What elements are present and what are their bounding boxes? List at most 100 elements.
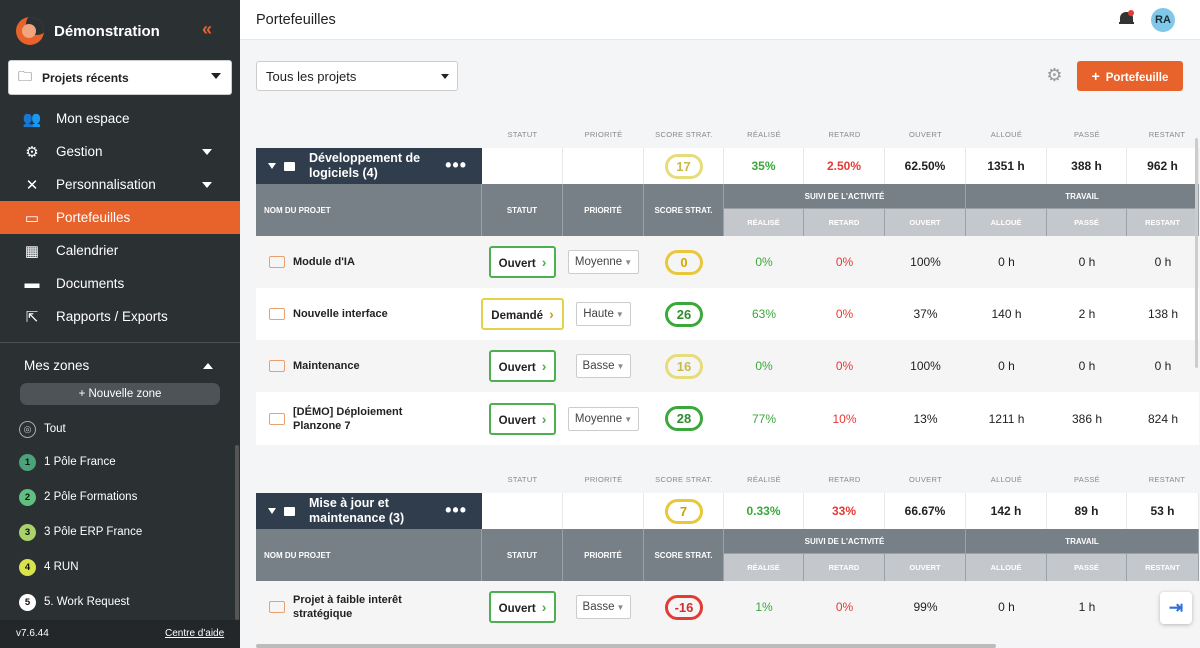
- projects-filter-select[interactable]: Tous les projets: [256, 61, 458, 91]
- retard-cell: 0%: [835, 255, 854, 269]
- col-ouvert[interactable]: OUVERT: [885, 554, 966, 581]
- col-statut[interactable]: STATUT: [482, 184, 563, 236]
- sidebar-item-personnalisation[interactable]: ✕ Personnalisation: [0, 168, 240, 201]
- sidebar-item-calendrier[interactable]: ▦ Calendrier: [0, 234, 240, 267]
- folder-icon: [269, 256, 285, 268]
- col-score[interactable]: SCORE STRAT.: [644, 529, 724, 581]
- status-button[interactable]: Ouvert ›: [488, 591, 557, 623]
- score-badge: 0: [665, 249, 703, 275]
- col-restant[interactable]: RESTANT: [1127, 554, 1199, 581]
- chevron-up-icon[interactable]: [203, 363, 213, 369]
- caret-down-icon: ▼: [616, 603, 625, 612]
- caret-down-icon[interactable]: [268, 163, 276, 169]
- table-row[interactable]: Module d'IA Ouvert › Moyenne ▼ 0 0% 0% 100…: [256, 236, 1199, 288]
- priority-cell: Haute ▼: [563, 288, 644, 340]
- zone-item-5[interactable]: 5 5. Work Request: [19, 592, 129, 612]
- col-statut[interactable]: STATUT: [482, 529, 563, 581]
- score-cell: 26: [644, 288, 724, 340]
- sidebar-item-mon-espace[interactable]: 👥 Mon espace: [0, 102, 240, 135]
- col-retard[interactable]: RETARD: [804, 209, 885, 236]
- more-icon[interactable]: •••: [445, 500, 467, 520]
- status-button[interactable]: Ouvert ›: [488, 246, 557, 278]
- group-title[interactable]: Développement de logiciels (4) •••: [256, 148, 482, 184]
- chevron-down-icon: [441, 74, 449, 79]
- col-restant[interactable]: RESTANT: [1127, 209, 1199, 236]
- chevron-down-icon: [211, 73, 221, 79]
- zone-label: 5. Work Request: [44, 596, 130, 608]
- status-button[interactable]: Demandé ›: [481, 298, 564, 330]
- bell-icon[interactable]: [1119, 10, 1134, 28]
- gear-icon[interactable]: ⚙: [1046, 65, 1063, 85]
- avatar[interactable]: RA: [1151, 8, 1175, 32]
- caret-down-icon[interactable]: [268, 508, 276, 514]
- export-icon[interactable]: ⇥: [1160, 592, 1192, 624]
- col-priorite[interactable]: PRIORITÉ: [563, 529, 644, 581]
- status-button[interactable]: Ouvert ›: [488, 402, 557, 435]
- sidebar-item-portefeuilles[interactable]: ▭ Portefeuilles: [0, 201, 240, 234]
- passe-cell: 0 h: [1078, 359, 1096, 373]
- col-passe[interactable]: PASSÉ: [1047, 554, 1127, 581]
- status-cell: Ouvert ›: [482, 236, 563, 288]
- col-priorite[interactable]: PRIORITÉ: [563, 184, 644, 236]
- zone-item-2[interactable]: 2 2 Pôle Formations: [19, 487, 137, 507]
- project-name-cell[interactable]: Maintenance: [256, 340, 482, 392]
- priority-select[interactable]: Moyenne ▼: [567, 406, 640, 431]
- project-name-cell[interactable]: [DÉMO] Déploiement Planzone 7: [256, 392, 482, 445]
- zone-item-1[interactable]: 1 1 Pôle France: [19, 452, 116, 472]
- project-name-cell[interactable]: Projet à faible interêt stratégique: [256, 581, 482, 633]
- collapse-sidebar-icon[interactable]: «: [202, 19, 212, 39]
- sidebar-scrollbar[interactable]: [235, 445, 239, 620]
- recent-projects-dropdown[interactable]: 🗀 Projets récents: [8, 60, 232, 95]
- col-passe[interactable]: PASSÉ: [1047, 209, 1127, 236]
- vertical-scrollbar[interactable]: [1195, 138, 1198, 368]
- zone-item-3[interactable]: 3 3 Pôle ERP France: [19, 522, 142, 542]
- priority-select[interactable]: Basse ▼: [575, 595, 632, 619]
- brand[interactable]: Démonstration: [16, 16, 160, 46]
- project-name-cell[interactable]: Nouvelle interface: [256, 288, 482, 340]
- priority-cell: Moyenne ▼: [563, 236, 644, 288]
- col-travail: TRAVAIL: [966, 529, 1199, 554]
- table-row[interactable]: Projet à faible interêt stratégique Ouve…: [256, 581, 1199, 633]
- col-nom[interactable]: NOM DU PROJET: [256, 184, 482, 236]
- col-score[interactable]: SCORE STRAT.: [644, 184, 724, 236]
- status-button[interactable]: Ouvert ›: [488, 350, 557, 382]
- priority-label: Basse: [582, 601, 615, 613]
- zone-label: 1 Pôle France: [44, 456, 116, 468]
- sidebar-item-gestion[interactable]: ⚙ Gestion: [0, 135, 240, 168]
- zone-label: 3 Pôle ERP France: [44, 526, 143, 538]
- col-alloue[interactable]: ALLOUÉ: [966, 554, 1047, 581]
- retard-cell: 0%: [835, 359, 854, 373]
- table-row[interactable]: Nouvelle interface Demandé › Haute ▼ 26 63…: [256, 288, 1199, 340]
- filter-value: Tous les projets: [266, 69, 357, 84]
- priority-select[interactable]: Moyenne ▼: [567, 250, 640, 274]
- zone-badge: 4: [19, 558, 36, 576]
- priority-select[interactable]: Basse ▼: [575, 354, 632, 378]
- score-badge: 7: [664, 498, 703, 524]
- add-portfolio-button[interactable]: + Portefeuille: [1077, 61, 1183, 91]
- col-realise[interactable]: RÉALISÉ: [724, 554, 804, 581]
- zone-item-4[interactable]: 4 4 RUN: [19, 557, 79, 577]
- col-alloue[interactable]: ALLOUÉ: [966, 209, 1047, 236]
- new-zone-button[interactable]: + Nouvelle zone: [20, 383, 220, 405]
- sidebar-item-rapports[interactable]: ⇱ Rapports / Exports: [0, 300, 240, 333]
- zone-item-tout[interactable]: ◎ Tout: [19, 419, 66, 439]
- col-suivi: SUIVI DE L'ACTIVITÉ: [724, 529, 966, 554]
- group-title[interactable]: Mise à jour et maintenance (3) •••: [256, 493, 482, 529]
- col-nom[interactable]: NOM DU PROJET: [256, 529, 482, 581]
- col-realise[interactable]: RÉALISÉ: [724, 209, 804, 236]
- priority-select[interactable]: Haute ▼: [576, 302, 631, 326]
- zone-label: 4 RUN: [44, 561, 79, 573]
- col-retard[interactable]: RETARD: [804, 554, 885, 581]
- horizontal-scrollbar[interactable]: [256, 644, 996, 648]
- realise-cell: 0%: [755, 255, 773, 269]
- more-icon[interactable]: •••: [445, 155, 467, 175]
- sidebar-item-documents[interactable]: ▬ Documents: [0, 267, 240, 300]
- table-row[interactable]: Maintenance Ouvert › Basse ▼ 16 0% 0% 100%…: [256, 340, 1199, 392]
- score-cell: 28: [644, 392, 724, 445]
- project-name-cell[interactable]: Module d'IA: [256, 236, 482, 288]
- globe-icon: ◎: [19, 420, 36, 438]
- zones-title[interactable]: Mes zones: [24, 358, 90, 373]
- col-ouvert[interactable]: OUVERT: [885, 209, 966, 236]
- help-link[interactable]: Centre d'aide: [165, 628, 225, 639]
- table-row[interactable]: [DÉMO] Déploiement Planzone 7 Ouvert › Mo…: [256, 392, 1199, 445]
